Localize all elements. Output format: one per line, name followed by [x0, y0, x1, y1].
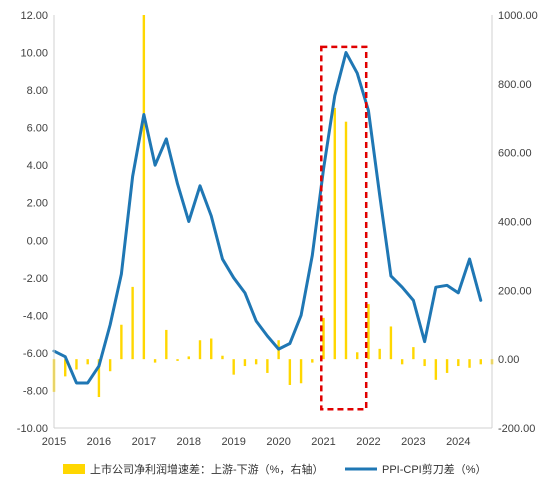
bar-11 — [176, 359, 179, 361]
bar-9 — [153, 359, 157, 363]
right-tick-label: 400.00 — [498, 217, 532, 229]
bar-13 — [198, 340, 202, 360]
axes-layer: 12.00 10.00 8.00 6.00 4.00 2.00 0.00 -2.00 -4.00… — [17, 10, 538, 448]
x-tick-label: 2023 — [401, 436, 425, 448]
bar-12 — [187, 356, 190, 360]
bar-26 — [344, 121, 348, 360]
legend-swatch-bar — [63, 464, 85, 474]
legend: 上市公司净利润增速差：上游-下游（%，右轴） PPI-CPI剪刀差（%） — [63, 462, 487, 476]
bar-17 — [243, 359, 247, 367]
bar-23 — [311, 359, 314, 363]
bar-37 — [468, 359, 471, 368]
line-series-ppi-cpi — [52, 51, 483, 385]
bar-34 — [434, 359, 438, 380]
left-tick-label: 8.00 — [27, 85, 48, 97]
bar-21 — [288, 359, 292, 385]
bar-35 — [445, 359, 449, 373]
bar-3 — [86, 359, 89, 365]
bar-14 — [210, 338, 213, 360]
bar-5 — [108, 359, 112, 372]
bar-36 — [457, 359, 460, 367]
bar-28 — [367, 304, 370, 360]
bar-38 — [479, 359, 482, 365]
right-tick-label: 1000.00 — [498, 10, 538, 22]
bar-7 — [131, 286, 134, 360]
x-tick-label: 2022 — [356, 436, 380, 448]
bar-8 — [142, 15, 146, 360]
left-tick-label: -10.00 — [17, 423, 48, 435]
right-tick-label: 600.00 — [498, 148, 532, 160]
bar-22 — [299, 359, 303, 384]
bar-25 — [333, 107, 336, 360]
left-tick-label: 12.00 — [20, 10, 48, 22]
bar-19 — [266, 359, 269, 373]
right-tick-label: 800.00 — [498, 79, 532, 91]
bar-15 — [221, 355, 224, 360]
left-tick-label: -8.00 — [23, 385, 48, 397]
bar-27 — [356, 352, 359, 360]
bar-1 — [64, 359, 67, 377]
line-layer — [52, 51, 483, 385]
left-tick-label: -4.00 — [23, 310, 48, 322]
highlight-rectangle — [320, 45, 368, 411]
bar-29 — [378, 348, 381, 360]
left-tick-label: 2.00 — [27, 198, 48, 210]
highlight-layer — [320, 45, 368, 411]
left-tick-label: 0.00 — [27, 235, 48, 247]
bar-4 — [97, 359, 101, 398]
bar-32 — [412, 347, 415, 360]
x-tick-label: 2024 — [446, 436, 470, 448]
bar-24 — [322, 317, 325, 360]
bar-10 — [165, 329, 168, 360]
left-tick-label: 4.00 — [27, 160, 48, 172]
left-tick-label: -2.00 — [23, 273, 48, 285]
bar-6 — [120, 324, 123, 360]
x-tick-label: 2021 — [311, 436, 335, 448]
x-tick-label: 2016 — [87, 436, 111, 448]
x-tick-label: 2017 — [132, 436, 156, 448]
bar-2 — [75, 359, 78, 370]
x-tick-label: 2019 — [221, 436, 245, 448]
bar-16 — [232, 359, 235, 375]
legend-label-bar: 上市公司净利润增速差：上游-下游（%，右轴） — [90, 462, 323, 476]
bars-layer — [52, 15, 494, 398]
bar-31 — [400, 359, 404, 365]
bar-30 — [389, 326, 393, 360]
left-tick-label: -6.00 — [23, 348, 48, 360]
right-tick-label: 0.00 — [498, 354, 519, 366]
x-tick-label: 2020 — [266, 436, 290, 448]
right-tick-label: 200.00 — [498, 285, 532, 297]
right-tick-label: -200.00 — [498, 423, 535, 435]
bar-18 — [254, 359, 258, 365]
bar-33 — [423, 359, 426, 367]
left-tick-label: 6.00 — [27, 123, 48, 135]
legend-label-line: PPI-CPI剪刀差（%） — [382, 462, 487, 476]
left-tick-label: 10.00 — [20, 48, 48, 60]
x-tick-label: 2018 — [177, 436, 201, 448]
x-tick-label: 2015 — [42, 436, 66, 448]
